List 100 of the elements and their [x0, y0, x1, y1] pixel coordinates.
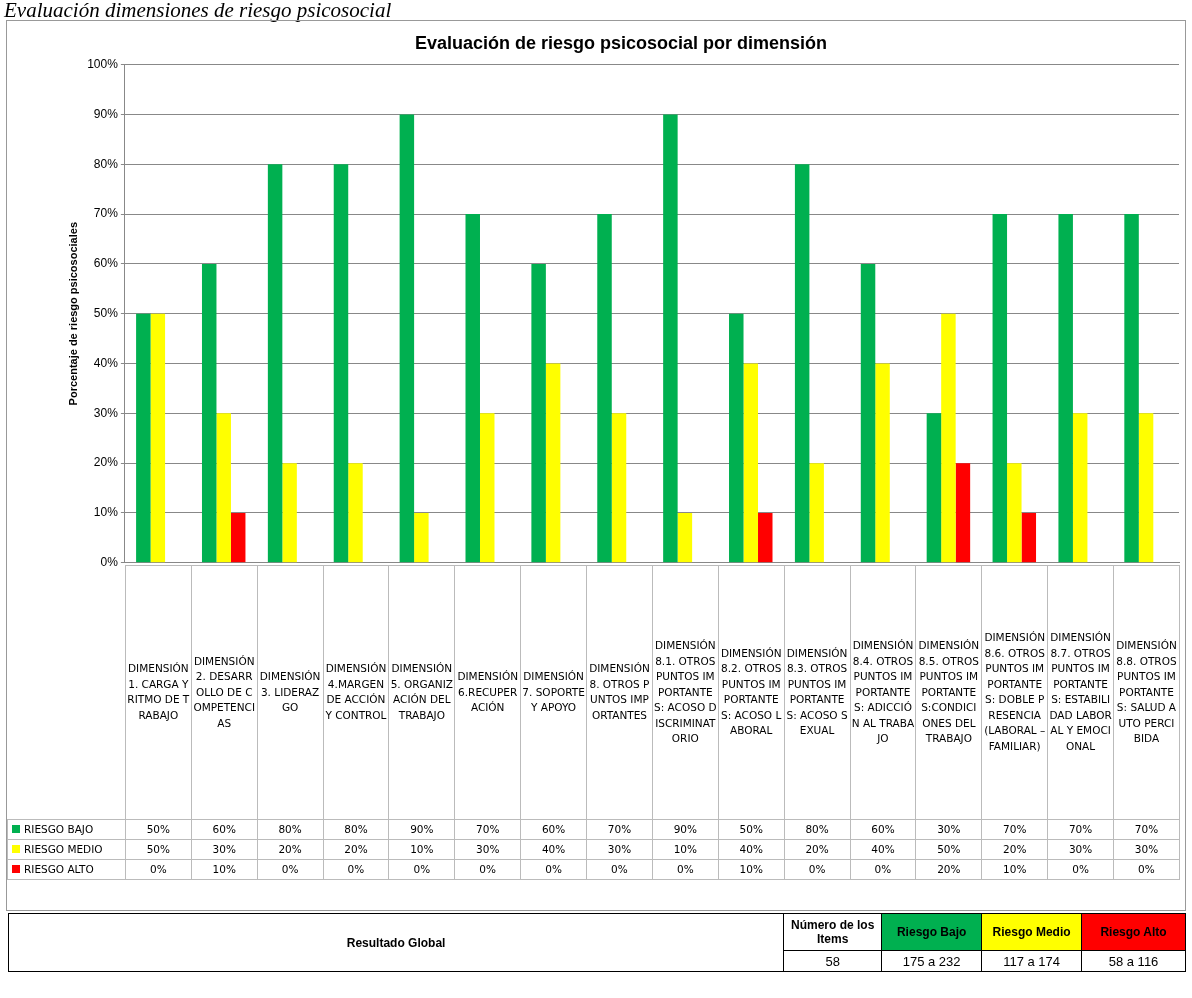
y-tick-label: 50%	[93, 306, 119, 321]
bar	[955, 463, 971, 563]
bar	[1007, 463, 1022, 563]
data-label: 10%	[388, 839, 455, 860]
bar	[663, 114, 678, 563]
data-label: 70%	[981, 819, 1048, 840]
y-tick-label: 70%	[93, 206, 119, 221]
legend-label: RIESGO MEDIO	[7, 839, 126, 860]
data-label: 10%	[191, 859, 258, 880]
text: Número de los Items	[783, 913, 882, 951]
data-label: 0%	[454, 859, 521, 880]
x-tick-label: DIMENSIÓN 8.1. OTROS PUNTOS IMPORTANTES: ACOSO DISCRIMINATORIO	[652, 565, 719, 820]
bar	[875, 363, 890, 563]
data-label: 50%	[718, 819, 785, 840]
y-tick-label: 60%	[93, 256, 119, 271]
text: 175 a 232	[881, 950, 982, 972]
x-tick-label: DIMENSIÓN 8.8. OTROS PUNTOS IMPORTANTES: SALUD AUTO PERCIBIDA	[1113, 565, 1180, 820]
data-label: 30%	[1047, 839, 1114, 860]
bar	[282, 463, 297, 563]
y-tick-label: 90%	[93, 106, 119, 121]
data-label: 50%	[125, 839, 192, 860]
text: 117 a 174	[981, 950, 1082, 972]
x-tick-label: DIMENSIÓN 8.6. OTROS PUNTOS IMPORTANTES: DOBLE PRESENCIA (LABORAL – FAMILIAR)	[981, 565, 1048, 820]
x-tick-label: DIMENSIÓN 6.RECUPERACIÓN	[454, 565, 521, 820]
x-tick-label: DIMENSIÓN 8.3. OTROS PUNTOS IMPORTANTES: ACOSO SEXUAL	[784, 565, 851, 820]
data-label: 20%	[981, 839, 1048, 860]
bar	[758, 512, 773, 563]
bar	[809, 463, 824, 563]
bar	[1058, 214, 1073, 563]
data-label: 20%	[257, 839, 324, 860]
data-label: 70%	[1113, 819, 1180, 840]
bar	[926, 413, 942, 563]
bar	[1124, 214, 1139, 563]
data-label: 90%	[652, 819, 719, 840]
y-tick-label: 80%	[93, 156, 119, 171]
bar	[941, 313, 956, 563]
data-label: 10%	[718, 859, 785, 880]
bar	[348, 463, 363, 563]
y-tick-label: 100%	[87, 56, 119, 71]
text: 58	[783, 950, 882, 972]
y-tick-label: 0%	[100, 555, 119, 570]
data-label: 90%	[388, 819, 455, 840]
bar	[729, 313, 744, 563]
bar	[150, 313, 166, 563]
text: Riesgo Alto	[1081, 913, 1186, 951]
data-label: 40%	[718, 839, 785, 860]
x-tick-label: DIMENSIÓN 7. SOPORTE Y APOYO	[520, 565, 587, 820]
data-label: 20%	[323, 839, 389, 860]
data-label: 0%	[784, 859, 851, 880]
data-label: 30%	[191, 839, 258, 860]
y-axis-title: Porcentaje de riesgo psicosociales	[66, 221, 79, 406]
bar	[230, 512, 246, 563]
bar	[611, 413, 627, 563]
data-label: 70%	[454, 819, 521, 840]
x-tick-label: DIMENSIÓN 2. DESARROLLO DE COMPETENCIAS	[191, 565, 258, 820]
bar	[531, 263, 546, 563]
data-label: 40%	[520, 839, 587, 860]
bar	[1021, 512, 1037, 563]
text: Riesgo Medio	[981, 913, 1082, 951]
data-label: 30%	[1113, 839, 1180, 860]
data-label: 60%	[520, 819, 587, 840]
data-label: 0%	[586, 859, 653, 880]
data-label: 0%	[257, 859, 324, 880]
bar	[399, 114, 415, 563]
data-label: 10%	[652, 839, 719, 860]
data-label: 20%	[915, 859, 982, 880]
bar	[333, 164, 349, 563]
bar	[465, 214, 480, 563]
y-tick-label: 40%	[93, 355, 119, 370]
data-label: 0%	[1047, 859, 1114, 880]
chart-subtitle: Evaluación dimensiones de riesgo psicosocial	[4, 0, 392, 23]
x-tick-label: DIMENSIÓN 8.4. OTROS PUNTOS IMPORTANTES: ADICCIÓN AL TRABAJO	[850, 565, 916, 820]
bar	[1072, 413, 1088, 563]
text: Resultado Global	[8, 913, 784, 972]
data-label: 0%	[1113, 859, 1180, 880]
legend-label: RIESGO ALTO	[7, 859, 126, 880]
y-tick-label: 20%	[93, 455, 119, 470]
bar	[216, 413, 231, 563]
x-tick-label: DIMENSIÓN 8.5. OTROS PUNTOS IMPORTANTES:CONDICIONES DEL TRABAJO	[915, 565, 982, 820]
data-label: 50%	[915, 839, 982, 860]
data-label: 0%	[323, 859, 389, 880]
data-label: 80%	[257, 819, 324, 840]
x-tick-label: DIMENSIÓN 4.MARGEN DE ACCIÓN Y CONTROL	[323, 565, 389, 820]
data-label: 80%	[323, 819, 389, 840]
bar	[136, 313, 151, 563]
text: Riesgo Bajo	[881, 913, 982, 951]
bar	[267, 164, 283, 563]
data-label: 70%	[1047, 819, 1114, 840]
data-label: 0%	[520, 859, 587, 880]
bar	[677, 512, 693, 563]
y-tick-label: 10%	[93, 505, 119, 520]
bar	[743, 363, 759, 563]
chart-title: Evaluación de riesgo psicosocial por dimensión	[414, 32, 828, 53]
data-label: 0%	[652, 859, 719, 880]
data-label: 30%	[915, 819, 982, 840]
data-label: 0%	[850, 859, 916, 880]
text: 58 a 116	[1081, 950, 1186, 972]
data-label: 30%	[454, 839, 521, 860]
x-tick-label: DIMENSIÓN 8.7. OTROS PUNTOS IMPORTANTES: ESTABILIDAD LABORAL Y EMOCIONAL	[1047, 565, 1114, 820]
x-tick-label: DIMENSIÓN 8.2. OTROS PUNTOS IMPORTANTES: ACOSO LABORAL	[718, 565, 785, 820]
